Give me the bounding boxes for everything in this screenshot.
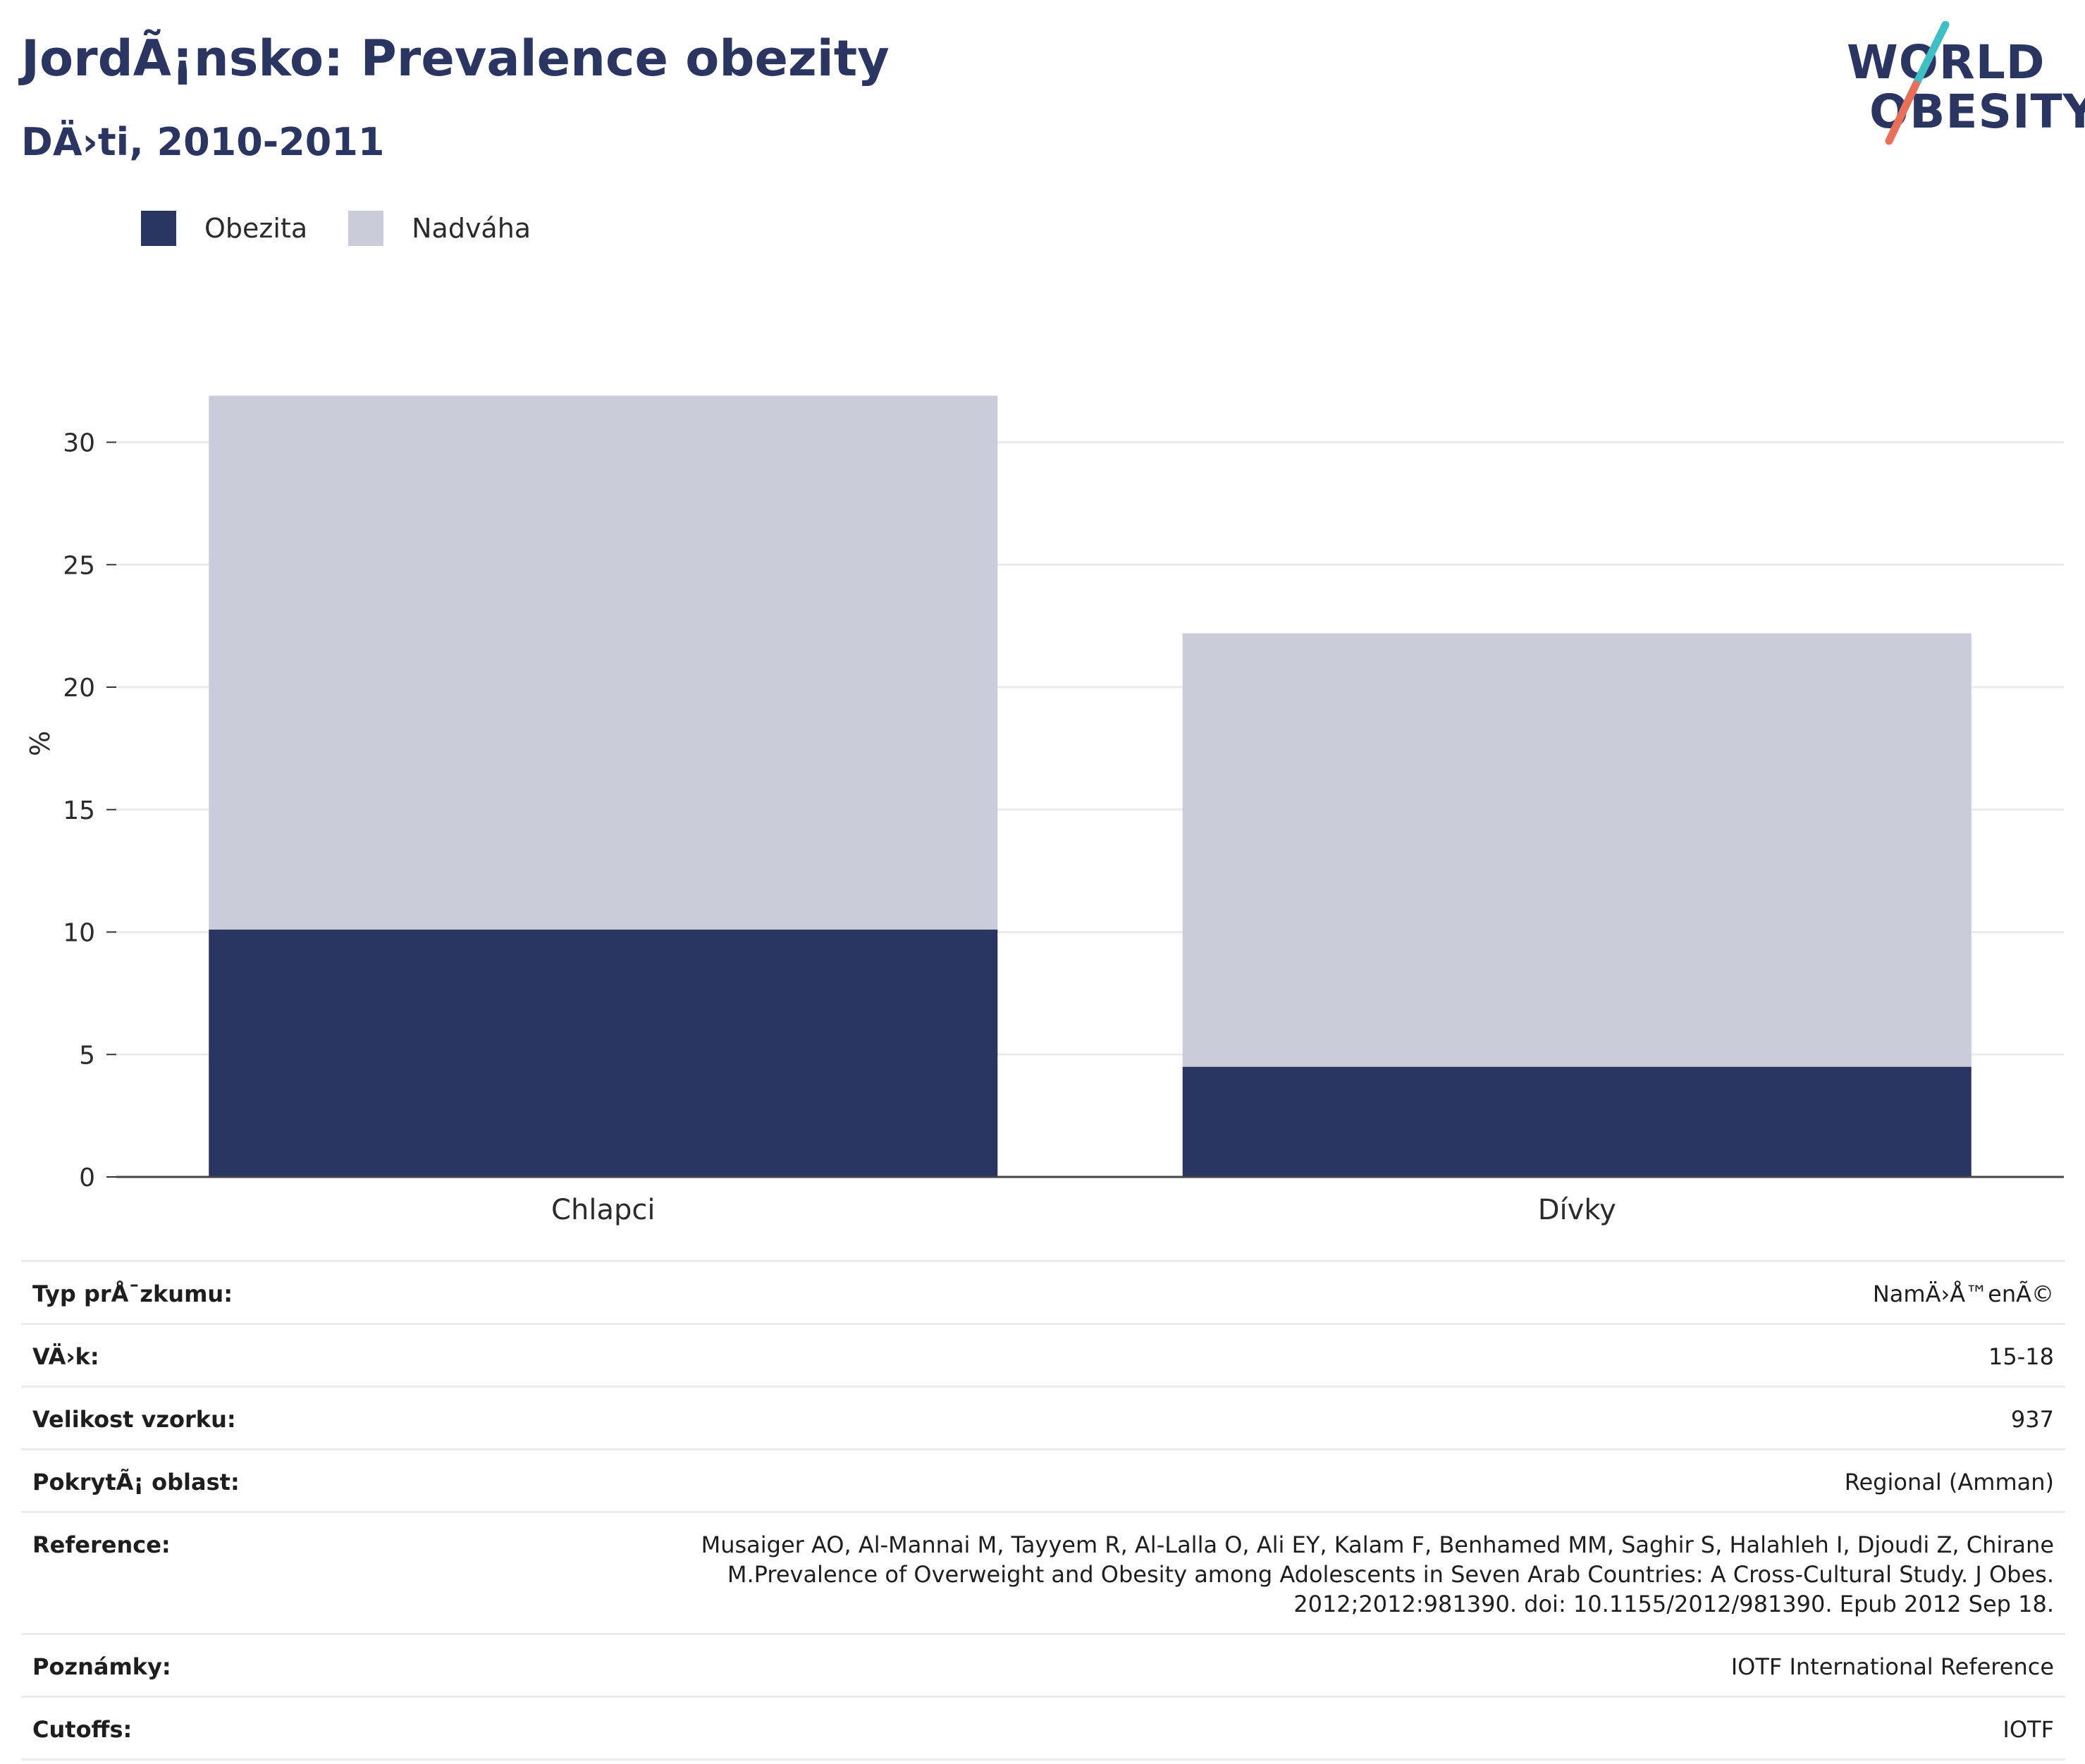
bar-obesity-0 — [209, 930, 998, 1177]
bar-overweight-1 — [1182, 633, 1972, 1067]
legend-label-obesity: Obezita — [204, 213, 308, 244]
info-value: Regional (Amman) — [1844, 1469, 2054, 1495]
page-title: JordÃ¡nsko: Prevalence obezity — [21, 30, 890, 87]
info-value: IOTF International Reference — [1730, 1653, 2054, 1680]
page-subtitle: DÄ›ti, 2010-2011 — [21, 120, 385, 164]
info-label: Cutoffs: — [32, 1716, 133, 1743]
info-row-notes: Poznámky: IOTF International Reference — [21, 1633, 2065, 1696]
survey-info-table: Typ prÅ¯zkumu: NamÄ›Å™enÃ© VÄ›k: 15-18 V… — [21, 1260, 2065, 1760]
y-tick-label: 30 — [63, 429, 95, 458]
legend-swatch-overweight — [348, 211, 384, 246]
info-label: VÄ›k: — [32, 1343, 99, 1370]
logo-slash-icon — [1885, 21, 1950, 145]
info-label: PokrytÃ¡ oblast: — [32, 1469, 240, 1495]
bar-obesity-1 — [1182, 1066, 1972, 1177]
y-tick-label: 0 — [79, 1164, 95, 1192]
y-tick-label: 5 — [79, 1041, 95, 1070]
stacked-bar-chart: 0 5 10 15 20 25 30% Chlapci Dívky — [25, 395, 2064, 1226]
legend-item-overweight[interactable]: Nadváha — [348, 211, 531, 246]
y-tick-label: 20 — [63, 674, 95, 703]
info-label: Reference: — [32, 1531, 171, 1558]
info-value: 15-18 — [1988, 1343, 2054, 1370]
info-row-survey-type: Typ prÅ¯zkumu: NamÄ›Å™enÃ© — [21, 1260, 2065, 1323]
legend-swatch-obesity — [141, 211, 176, 246]
world-obesity-logo: WORLD OBESITY — [1840, 21, 2085, 148]
info-value: IOTF — [2003, 1716, 2054, 1743]
info-label: Poznámky: — [32, 1653, 171, 1680]
info-label: Velikost vzorku: — [32, 1406, 236, 1433]
bar-overweight-0 — [209, 395, 998, 930]
x-tick-label: Dívky — [1538, 1194, 1616, 1226]
y-tick-label: 10 — [63, 919, 95, 948]
info-row-cutoffs: Cutoffs: IOTF — [21, 1696, 2065, 1760]
info-row-area-covered: PokrytÃ¡ oblast: Regional (Amman) — [21, 1448, 2065, 1511]
legend-item-obesity[interactable]: Obezita — [141, 211, 307, 246]
info-row-reference: Reference: Musaiger AO, Al-Mannai M, Tay… — [21, 1511, 2065, 1633]
y-tick-label: 25 — [63, 551, 95, 580]
info-value: Musaiger AO, Al-Mannai M, Tayyem R, Al-L… — [701, 1531, 2054, 1617]
info-row-age: VÄ›k: 15-18 — [21, 1323, 2065, 1386]
y-axis-label: % — [25, 731, 56, 756]
x-tick-label: Chlapci — [551, 1194, 655, 1226]
info-label: Typ prÅ¯zkumu: — [32, 1281, 233, 1307]
legend-label-overweight: Nadváha — [412, 213, 531, 244]
info-value: NamÄ›Å™enÃ© — [1872, 1281, 2054, 1307]
info-row-sample-size: Velikost vzorku: 937 — [21, 1386, 2065, 1448]
chart-legend: Obezita Nadváha — [141, 209, 572, 248]
info-value: 937 — [2010, 1406, 2054, 1433]
logo-text-line1: WORLD — [1847, 35, 2046, 90]
y-tick-label: 15 — [63, 796, 95, 825]
